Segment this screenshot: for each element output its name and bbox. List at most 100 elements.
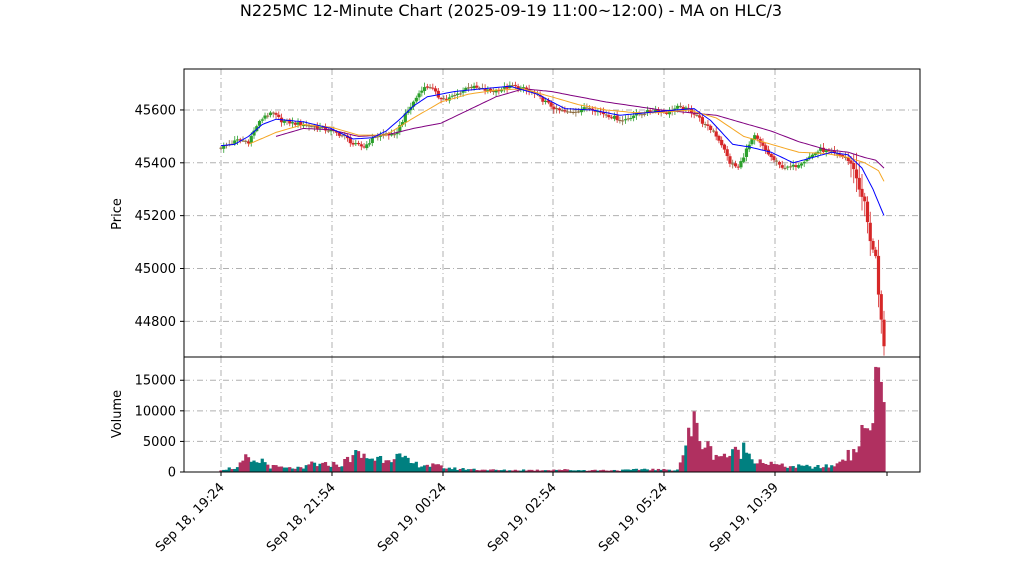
- candle-body: [742, 157, 746, 162]
- candle-body: [879, 294, 883, 320]
- candle-body: [318, 127, 322, 129]
- volume-bar: [799, 465, 804, 472]
- candle-body: [502, 86, 506, 89]
- volume-bar: [772, 463, 776, 472]
- candle-body: [442, 98, 446, 100]
- candle-body: [706, 124, 710, 126]
- volume-bar: [329, 466, 333, 472]
- candle-body: [632, 115, 636, 118]
- candle-body: [444, 98, 449, 100]
- ma-short-line: [220, 85, 885, 216]
- volume-bar: [574, 470, 578, 472]
- volume-bar: [290, 468, 295, 472]
- candle-body: [882, 319, 886, 347]
- volume-bar: [626, 469, 630, 472]
- candle-body: [720, 139, 724, 146]
- price-tick-label: 44800: [135, 315, 176, 330]
- candle-body: [340, 135, 344, 137]
- volume-bar: [810, 468, 815, 472]
- ma-long-line: [275, 88, 885, 169]
- candle-body: [797, 165, 801, 168]
- volume-bar: [709, 446, 713, 472]
- volume-bar: [230, 469, 234, 472]
- candle-body: [359, 144, 363, 147]
- candle-body: [334, 131, 339, 133]
- volume-bar: [808, 466, 812, 472]
- volume-bar: [301, 468, 306, 472]
- candle-body: [582, 107, 586, 111]
- volume-bar: [274, 465, 278, 472]
- volume-bar: [244, 454, 248, 472]
- volume-bar: [662, 468, 666, 472]
- candle-body: [568, 111, 572, 113]
- volume-bar: [692, 411, 696, 472]
- candle-body: [252, 130, 256, 136]
- volume-bar: [450, 469, 454, 472]
- candle-body: [312, 126, 317, 128]
- candle-body: [566, 111, 570, 113]
- candle-body: [433, 88, 438, 92]
- candle-body: [447, 97, 451, 101]
- volume-bar: [293, 468, 297, 472]
- candle-body: [772, 156, 776, 161]
- candle-body: [469, 86, 473, 88]
- candle-body: [420, 90, 424, 93]
- volume-bar: [417, 467, 421, 472]
- volume-bar: [714, 454, 718, 472]
- candle-body: [640, 114, 644, 116]
- candle-body: [381, 133, 385, 135]
- candle-body: [676, 105, 680, 109]
- volume-bar: [629, 469, 633, 472]
- candle-body: [684, 107, 688, 110]
- candle-body: [786, 166, 790, 168]
- volume-bar: [549, 470, 553, 472]
- candle-body: [411, 101, 416, 107]
- candle-body: [458, 93, 462, 95]
- volume-bar: [736, 449, 740, 472]
- candle-body: [791, 164, 795, 167]
- volume-bar: [227, 467, 231, 472]
- volume-bar: [838, 461, 842, 472]
- moving-average-lines: [220, 85, 885, 216]
- candle-body: [821, 147, 826, 152]
- volume-bar: [841, 459, 845, 472]
- candle-body: [491, 90, 495, 92]
- volume-bar: [246, 457, 251, 472]
- volume-bar: [700, 449, 705, 472]
- volume-bar: [667, 469, 672, 472]
- volume-bar: [411, 463, 416, 472]
- candle-body: [483, 88, 487, 91]
- volume-bar: [511, 470, 515, 472]
- volume-bar: [491, 469, 495, 472]
- candle-body: [711, 130, 716, 132]
- volume-bar: [334, 464, 339, 472]
- volume-bar: [747, 453, 751, 472]
- volume-bar: [816, 465, 820, 472]
- candle-body: [489, 88, 493, 92]
- candle-body: [681, 106, 685, 110]
- candle-body: [574, 111, 578, 113]
- volume-bar: [354, 450, 358, 472]
- volume-bar: [618, 470, 622, 472]
- volume-bar: [343, 458, 347, 472]
- volume-bar: [563, 469, 567, 472]
- candle-body: [876, 255, 881, 295]
- volume-bar: [304, 465, 308, 472]
- volume-bar: [395, 453, 399, 472]
- candle-body: [516, 86, 520, 90]
- volume-bar: [442, 468, 446, 472]
- candle-body: [389, 133, 394, 136]
- x-tick-label: Sep 19, 02:54: [485, 480, 560, 555]
- volume-bar: [695, 422, 699, 472]
- volume-bar: [315, 466, 319, 472]
- volume-bar: [255, 462, 259, 472]
- volume-bar: [590, 470, 594, 472]
- candle-body: [648, 110, 652, 112]
- volume-bar: [464, 469, 468, 472]
- candle-body: [497, 90, 501, 92]
- volume-bar: [455, 470, 460, 472]
- candle-body: [775, 160, 779, 162]
- candle-body: [634, 113, 639, 116]
- volume-bar: [868, 430, 872, 472]
- volume-bar: [356, 451, 361, 472]
